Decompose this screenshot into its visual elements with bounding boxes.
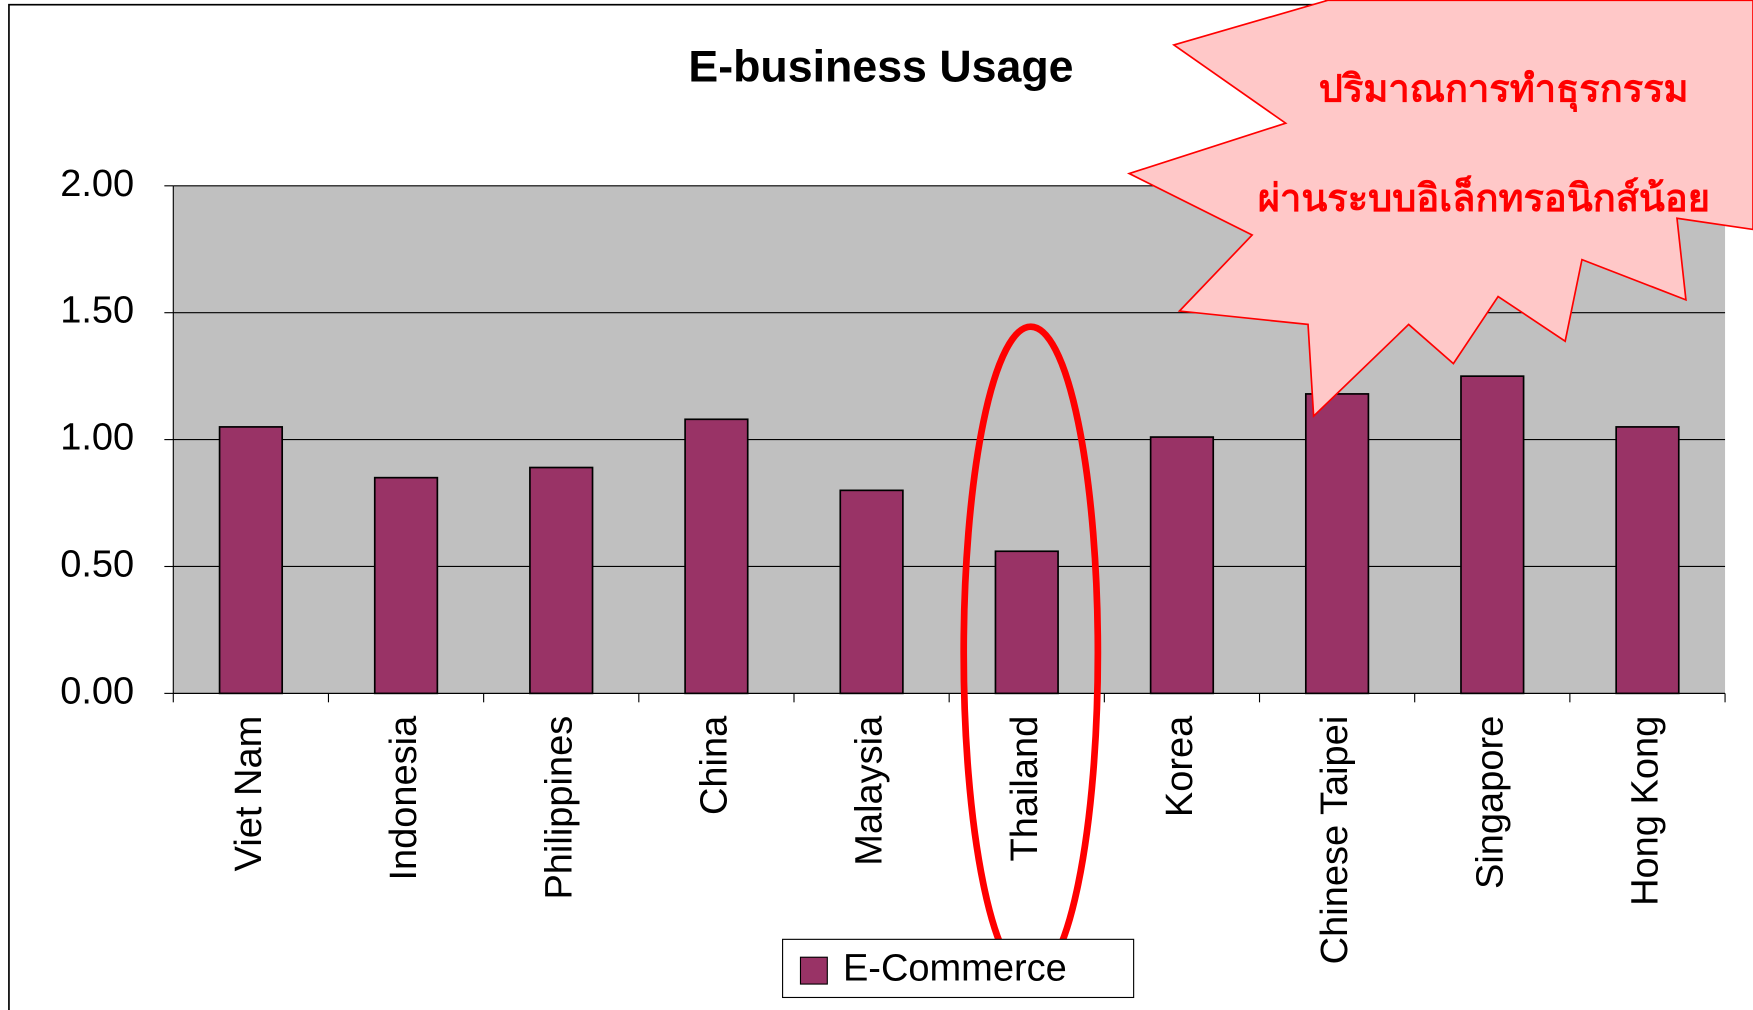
- bar: [1304, 393, 1370, 695]
- x-tick-label: Malaysia: [849, 715, 891, 866]
- bar: [218, 426, 284, 695]
- x-tick-label: Hong Kong: [1625, 716, 1667, 906]
- x-tick-label: Viet Nam: [228, 716, 270, 872]
- bar: [529, 466, 594, 695]
- annotation: ผ่านระบบอิเล็กทรอนิกส์น้อย: [1258, 175, 1710, 220]
- y-tick-label: 0.50: [60, 544, 134, 586]
- bar: [839, 489, 904, 695]
- x-tick-label: Chinese Taipei: [1314, 716, 1356, 965]
- y-tick-label: 1.50: [60, 290, 134, 332]
- legend-label: E-Commerce: [843, 948, 1067, 990]
- bar: [1615, 426, 1680, 695]
- legend-box: [782, 938, 1135, 999]
- y-tick-label: 0.00: [60, 670, 134, 712]
- x-tick-label: Singapore: [1469, 716, 1511, 889]
- x-tick-label: Thailand: [1004, 716, 1046, 862]
- plot: 0.00 0.50 1.00 1.50 2.00 Viet Nam Indonesia Phi…: [60, 163, 1726, 965]
- starburst: [1126, 0, 1753, 418]
- y-tick-label: 2.00: [60, 163, 134, 205]
- x-tick-label: China: [693, 715, 735, 815]
- bar: [994, 550, 1059, 695]
- bar: [1460, 375, 1525, 695]
- bar: [1149, 436, 1215, 695]
- bar: [684, 418, 749, 695]
- y-tick-label: 1.00: [60, 417, 134, 459]
- legend-swatch: [799, 956, 828, 985]
- x-tick-label: Korea: [1159, 715, 1201, 817]
- chart-title: E-business Usage: [688, 42, 1073, 91]
- bar: [373, 476, 439, 695]
- annotation: ปริมาณการทำธุรกรรม: [1319, 65, 1689, 112]
- x-tick-label: Indonesia: [383, 715, 425, 881]
- x-tick-label: Philippines: [538, 716, 580, 900]
